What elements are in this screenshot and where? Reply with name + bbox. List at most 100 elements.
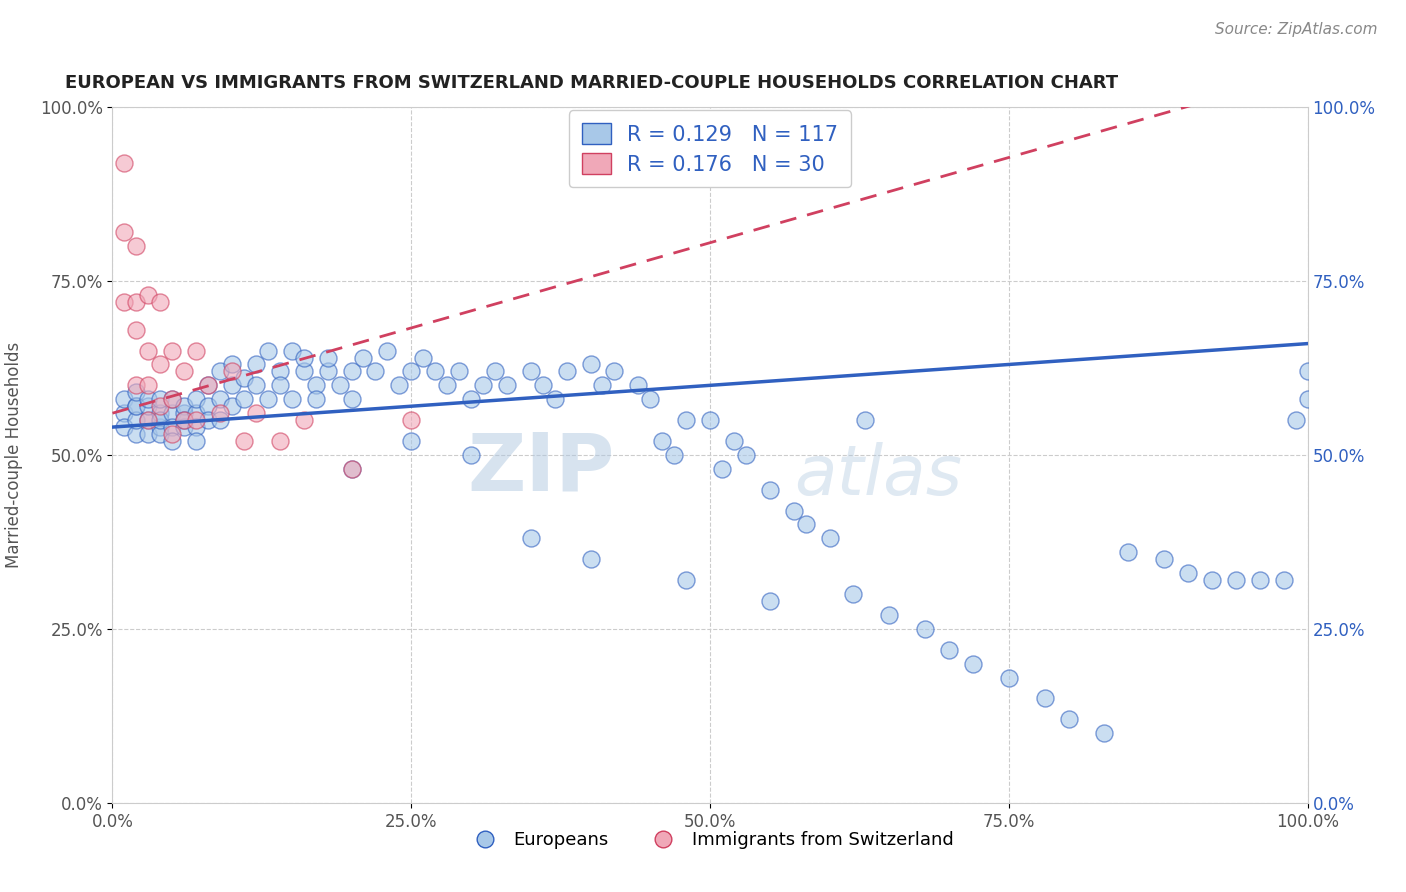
- Point: [1201, 573, 1223, 587]
- Point: [1296, 392, 1319, 407]
- Point: [149, 399, 172, 413]
- Point: [292, 364, 315, 378]
- Point: [257, 392, 280, 407]
- Point: [1296, 364, 1319, 378]
- Point: [138, 343, 160, 358]
- Point: [173, 413, 195, 427]
- Point: [292, 413, 315, 427]
- Point: [472, 378, 495, 392]
- Text: EUROPEAN VS IMMIGRANTS FROM SWITZERLAND MARRIED-COUPLE HOUSEHOLDS CORRELATION CH: EUROPEAN VS IMMIGRANTS FROM SWITZERLAND …: [65, 74, 1118, 92]
- Point: [269, 378, 291, 392]
- Point: [125, 413, 148, 427]
- Point: [281, 343, 304, 358]
- Point: [818, 532, 841, 546]
- Point: [914, 622, 936, 636]
- Point: [938, 642, 960, 657]
- Point: [125, 399, 148, 413]
- Point: [114, 420, 135, 434]
- Point: [340, 462, 363, 476]
- Point: [186, 406, 208, 420]
- Point: [759, 483, 782, 497]
- Point: [186, 343, 208, 358]
- Point: [401, 413, 423, 427]
- Point: [138, 392, 160, 407]
- Point: [149, 413, 172, 427]
- Point: [329, 378, 352, 392]
- Point: [603, 364, 626, 378]
- Point: [125, 378, 148, 392]
- Point: [173, 420, 195, 434]
- Point: [1094, 726, 1116, 740]
- Point: [125, 385, 148, 400]
- Point: [1177, 566, 1199, 581]
- Point: [162, 343, 183, 358]
- Point: [1225, 573, 1247, 587]
- Point: [1285, 413, 1308, 427]
- Point: [197, 399, 219, 413]
- Point: [664, 448, 686, 462]
- Point: [1033, 691, 1056, 706]
- Point: [675, 573, 697, 587]
- Point: [245, 406, 267, 420]
- Point: [412, 351, 434, 365]
- Point: [520, 364, 543, 378]
- Point: [305, 378, 328, 392]
- Point: [125, 399, 148, 413]
- Point: [305, 392, 328, 407]
- Point: [377, 343, 399, 358]
- Point: [186, 434, 208, 448]
- Point: [401, 364, 423, 378]
- Point: [292, 351, 315, 365]
- Point: [162, 420, 183, 434]
- Point: [352, 351, 374, 365]
- Point: [209, 392, 232, 407]
- Point: [675, 413, 697, 427]
- Point: [197, 378, 219, 392]
- Point: [1118, 545, 1140, 559]
- Point: [735, 448, 758, 462]
- Point: [186, 420, 208, 434]
- Point: [998, 671, 1021, 685]
- Point: [221, 364, 243, 378]
- Y-axis label: Married-couple Households: Married-couple Households: [6, 342, 22, 568]
- Point: [149, 427, 172, 442]
- Point: [173, 406, 195, 420]
- Point: [138, 288, 160, 302]
- Point: [221, 358, 243, 372]
- Point: [125, 427, 148, 442]
- Point: [879, 607, 901, 622]
- Point: [388, 378, 411, 392]
- Point: [340, 364, 363, 378]
- Point: [221, 399, 243, 413]
- Point: [484, 364, 506, 378]
- Text: Source: ZipAtlas.com: Source: ZipAtlas.com: [1215, 22, 1378, 37]
- Point: [447, 364, 470, 378]
- Point: [186, 413, 208, 427]
- Point: [149, 406, 172, 420]
- Point: [245, 358, 267, 372]
- Point: [209, 364, 232, 378]
- Point: [209, 406, 232, 420]
- Point: [138, 399, 160, 413]
- Point: [162, 434, 183, 448]
- Point: [114, 392, 135, 407]
- Legend: Europeans, Immigrants from Switzerland: Europeans, Immigrants from Switzerland: [460, 824, 960, 856]
- Point: [138, 413, 160, 427]
- Point: [592, 378, 614, 392]
- Point: [842, 587, 865, 601]
- Point: [149, 392, 172, 407]
- Point: [711, 462, 734, 476]
- Point: [640, 392, 662, 407]
- Point: [162, 427, 183, 442]
- Point: [1057, 712, 1080, 726]
- Point: [759, 594, 782, 608]
- Point: [114, 155, 135, 169]
- Point: [173, 364, 195, 378]
- Point: [197, 413, 219, 427]
- Point: [233, 434, 256, 448]
- Point: [281, 392, 304, 407]
- Point: [699, 413, 721, 427]
- Point: [579, 552, 602, 566]
- Point: [579, 358, 602, 372]
- Point: [364, 364, 387, 378]
